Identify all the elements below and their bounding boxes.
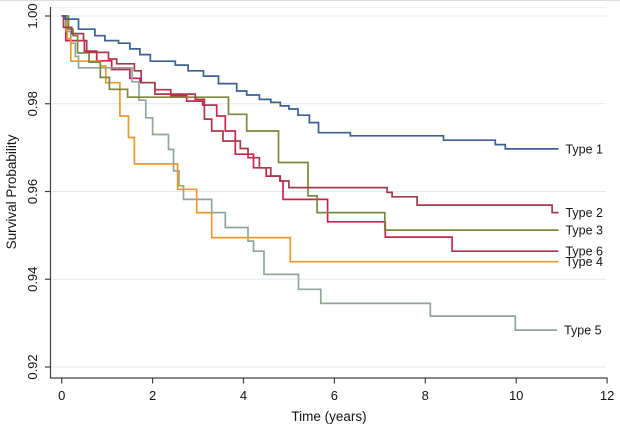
axes-layer: 0 2 4 6 8 10 12 1.00 0.98 0.96 0.94 0.92	[25, 3, 614, 403]
series-label-type-1: Type 1	[565, 142, 603, 156]
series-label-type-3: Type 3	[565, 224, 603, 238]
x-tick-label: 10	[509, 388, 523, 403]
series-labels-layer: Type 1 Type 2 Type 3 Type 4 Type 5 Type 6	[564, 142, 603, 337]
series-line-type-5	[61, 15, 558, 331]
series-label-type-2: Type 2	[565, 206, 603, 220]
gridlines-layer	[50, 7, 606, 368]
y-axis-title: Survival Probability	[4, 134, 19, 249]
series-lines-layer	[61, 15, 559, 331]
x-tick-label: 12	[600, 388, 614, 403]
x-tick-label: 4	[240, 388, 247, 403]
series-label-type-4: Type 4	[565, 255, 603, 269]
series-line-type-4	[61, 15, 559, 263]
x-axis-title: Time (years)	[291, 409, 366, 424]
series-line-type-6	[61, 15, 559, 253]
series-line-type-2	[61, 15, 559, 214]
y-tick-label: 0.94	[25, 267, 40, 292]
series-label-type-6: Type 6	[565, 245, 603, 259]
series-label-type-5: Type 5	[564, 324, 602, 338]
y-tick-label: 0.92	[25, 354, 40, 379]
y-tick-label: 0.96	[25, 179, 40, 204]
x-tick-label: 2	[149, 388, 156, 403]
y-tick-label: 1.00	[25, 3, 40, 28]
x-tick-label: 0	[58, 388, 65, 403]
series-line-type-1	[61, 15, 559, 150]
y-tick-label: 0.98	[25, 91, 40, 116]
x-tick-label: 6	[331, 388, 338, 403]
x-tick-label: 8	[422, 388, 429, 403]
series-line-type-3	[61, 15, 559, 231]
